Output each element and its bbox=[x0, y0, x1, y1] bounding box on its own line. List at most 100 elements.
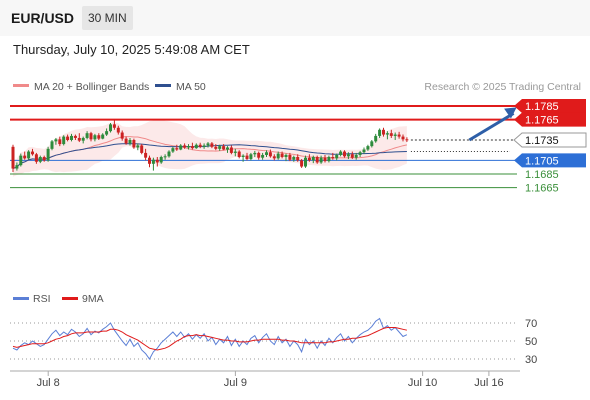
candle-body bbox=[292, 157, 296, 160]
price-levels bbox=[10, 105, 517, 189]
candle-body bbox=[62, 136, 66, 145]
x-tick-label: Jul 8 bbox=[37, 377, 60, 389]
candle-body bbox=[89, 133, 93, 140]
x-axis: Jul 8 Jul 9 Jul 10 Jul 16 bbox=[37, 371, 504, 389]
candle-body bbox=[50, 141, 54, 149]
level-tag-resistance bbox=[514, 99, 586, 113]
candle-body bbox=[109, 124, 112, 132]
timestamp: Thursday, July 10, 2025 5:49:08 AM CET bbox=[13, 42, 250, 57]
legend-swatch-ma20 bbox=[13, 84, 29, 87]
candle-body bbox=[378, 129, 382, 136]
candle-body bbox=[350, 154, 354, 158]
candle-body bbox=[175, 148, 179, 150]
candle-body bbox=[382, 129, 385, 135]
candle-body bbox=[179, 145, 183, 150]
current-price-tag bbox=[513, 132, 587, 148]
candle-body bbox=[366, 146, 370, 150]
rsi-tick-label: 70 bbox=[525, 318, 537, 330]
forecast-arrow bbox=[468, 107, 517, 142]
rsi-tick-label: 30 bbox=[525, 354, 537, 366]
candle-body bbox=[42, 157, 46, 161]
candle-body bbox=[261, 154, 265, 158]
candle-body bbox=[85, 133, 89, 138]
candle-body bbox=[144, 152, 148, 158]
candle-body bbox=[163, 156, 167, 158]
candle-body bbox=[190, 146, 194, 149]
x-tick-label: Jul 10 bbox=[408, 377, 437, 389]
x-tick-label: Jul 9 bbox=[224, 377, 247, 389]
candle-body bbox=[206, 143, 210, 146]
candle-body bbox=[315, 157, 319, 163]
candle-body bbox=[19, 155, 23, 166]
level-label-support: 1.1685 bbox=[525, 169, 559, 181]
level-label-support: 1.1665 bbox=[525, 183, 559, 195]
candle-body bbox=[187, 146, 190, 148]
candle-body bbox=[23, 155, 27, 159]
candle-body bbox=[233, 151, 237, 153]
candle-body bbox=[73, 135, 77, 138]
legend-label-9ma: 9MA bbox=[82, 293, 104, 305]
candle-body bbox=[167, 151, 171, 157]
candle-body bbox=[218, 146, 222, 149]
legend-label-rsi: RSI bbox=[33, 293, 51, 305]
candle-body bbox=[319, 157, 323, 163]
candle-body bbox=[241, 155, 245, 157]
candle-body bbox=[397, 134, 401, 137]
legend-label-ma20: MA 20 + Bollinger Bands bbox=[34, 81, 149, 93]
candle-body bbox=[81, 137, 85, 141]
candle-body bbox=[101, 134, 105, 139]
watermark: Research © 2025 Trading Central bbox=[424, 81, 581, 93]
candle-body bbox=[268, 152, 272, 157]
candle-body bbox=[105, 131, 109, 135]
candle-body bbox=[304, 157, 307, 167]
candle-body bbox=[183, 145, 187, 148]
candle-body bbox=[307, 157, 311, 161]
candle-body bbox=[159, 157, 163, 163]
forecast-arrow-shaft bbox=[468, 112, 515, 142]
symbol-title: EUR/USD bbox=[11, 10, 75, 26]
candle-body bbox=[77, 137, 81, 141]
candle-body bbox=[31, 151, 34, 155]
level-labels: 1.1785 1.1765 1.1705 1.1685 1.1665 1.1735 bbox=[513, 99, 587, 195]
candle-body bbox=[245, 155, 249, 160]
candle-body bbox=[405, 139, 409, 141]
candle-body bbox=[66, 136, 70, 140]
candle-body bbox=[38, 157, 42, 162]
current-price-label: 1.1735 bbox=[525, 135, 559, 147]
candle-body bbox=[249, 154, 253, 160]
candle-body bbox=[54, 139, 58, 142]
candle-body bbox=[226, 147, 229, 150]
candle-body bbox=[237, 151, 241, 157]
level-tag-resistance bbox=[514, 112, 586, 127]
candle-body bbox=[116, 127, 120, 133]
timeframe-badge[interactable]: 30 MIN bbox=[82, 6, 133, 30]
candle-body bbox=[151, 159, 155, 164]
candle-body bbox=[15, 165, 19, 169]
candle-body bbox=[120, 132, 124, 139]
level-label-resistance: 1.1785 bbox=[525, 101, 559, 113]
candle-body bbox=[128, 140, 132, 144]
candle-body bbox=[70, 135, 73, 140]
candle-body bbox=[401, 136, 405, 140]
candle-body bbox=[354, 154, 358, 158]
candle-body bbox=[393, 134, 397, 136]
candle-body bbox=[311, 157, 315, 161]
legend-swatch-9ma bbox=[62, 297, 78, 300]
candle-body bbox=[370, 141, 374, 147]
candle-body bbox=[58, 139, 62, 145]
candle-body bbox=[34, 154, 38, 162]
bollinger-bands bbox=[13, 119, 407, 177]
candle-body bbox=[11, 146, 15, 169]
candle-body bbox=[46, 148, 50, 161]
candle-body bbox=[253, 152, 257, 155]
candle-body bbox=[97, 135, 101, 139]
candle-body bbox=[93, 135, 97, 140]
candle-body bbox=[132, 140, 136, 148]
candle-body bbox=[327, 157, 331, 162]
candle-body bbox=[362, 149, 366, 153]
rsi-panel: RSI 9MA 70 50 30 bbox=[10, 293, 537, 366]
forecast-arrow-head bbox=[504, 107, 517, 119]
candle-body bbox=[222, 146, 226, 150]
legend-swatch-ma50 bbox=[155, 84, 171, 87]
